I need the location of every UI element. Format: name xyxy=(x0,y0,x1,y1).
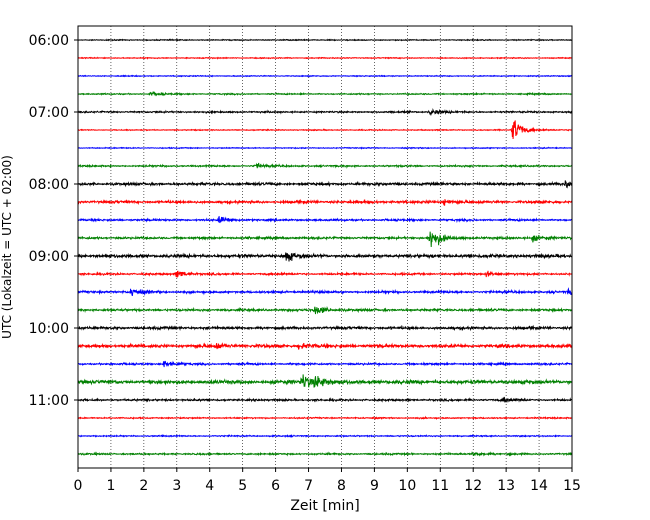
y-axis-label: UTC (Lokalzeit = UTC + 02:00) xyxy=(0,155,14,339)
trace-1000 xyxy=(77,324,573,332)
y-tick-label: 07:00 xyxy=(29,105,69,121)
trace-0630 xyxy=(77,74,573,78)
trace-0600 xyxy=(77,38,573,42)
x-tick-label: 5 xyxy=(238,478,247,494)
plot-frame xyxy=(77,25,573,469)
trace-1015 xyxy=(77,342,573,350)
y-tick-label: 06:00 xyxy=(29,33,69,49)
trace-0930 xyxy=(77,287,573,297)
y-tick-label: 09:00 xyxy=(29,249,69,265)
trace-0945 xyxy=(77,305,573,315)
x-tick-label: 1 xyxy=(106,478,115,494)
trace-0700 xyxy=(77,107,573,116)
trace-0915 xyxy=(77,270,573,278)
trace-0830 xyxy=(77,215,573,224)
x-tick-label: 9 xyxy=(370,478,379,494)
trace-0900 xyxy=(77,252,573,262)
x-axis-ticks: 0 1 2 3 4 5 6 7 8 9 10 11 12 13 14 15 xyxy=(74,468,581,494)
trace-0745 xyxy=(77,162,573,169)
x-tick-label: 14 xyxy=(530,478,548,494)
x-tick-label: 12 xyxy=(464,478,482,494)
x-tick-label: 10 xyxy=(398,478,416,494)
y-tick-label: 08:00 xyxy=(29,177,69,193)
trace-1130 xyxy=(77,433,573,439)
traces xyxy=(77,38,573,457)
y-tick-label: 11:00 xyxy=(29,393,69,409)
y-tick-label: 10:00 xyxy=(29,321,69,337)
x-tick-label: 13 xyxy=(497,478,515,494)
trace-1045 xyxy=(77,374,573,388)
trace-0715 xyxy=(77,120,573,140)
trace-1145 xyxy=(77,451,573,457)
x-tick-label: 11 xyxy=(431,478,449,494)
trace-0815 xyxy=(77,198,573,206)
trace-0800 xyxy=(77,180,573,189)
trace-1100 xyxy=(77,396,573,404)
x-tick-label: 4 xyxy=(205,478,214,494)
trace-1030 xyxy=(77,360,573,368)
x-tick-label: 2 xyxy=(139,478,148,494)
x-tick-label: 3 xyxy=(172,478,181,494)
trace-0730 xyxy=(77,146,573,150)
y-axis-ticks: 06:00 07:00 08:00 09:00 10:00 11:00 xyxy=(29,33,78,409)
trace-0645 xyxy=(77,91,573,97)
x-tick-label: 0 xyxy=(74,478,83,494)
trace-1115 xyxy=(77,415,573,421)
x-tick-label: 6 xyxy=(271,478,280,494)
x-tick-label: 15 xyxy=(563,478,581,494)
trace-0615 xyxy=(77,56,573,60)
x-tick-label: 8 xyxy=(337,478,346,494)
trace-0845 xyxy=(77,231,573,247)
x-tick-label: 7 xyxy=(304,478,313,494)
x-axis-label: Zeit [min] xyxy=(290,498,359,514)
plot-background xyxy=(78,26,572,468)
